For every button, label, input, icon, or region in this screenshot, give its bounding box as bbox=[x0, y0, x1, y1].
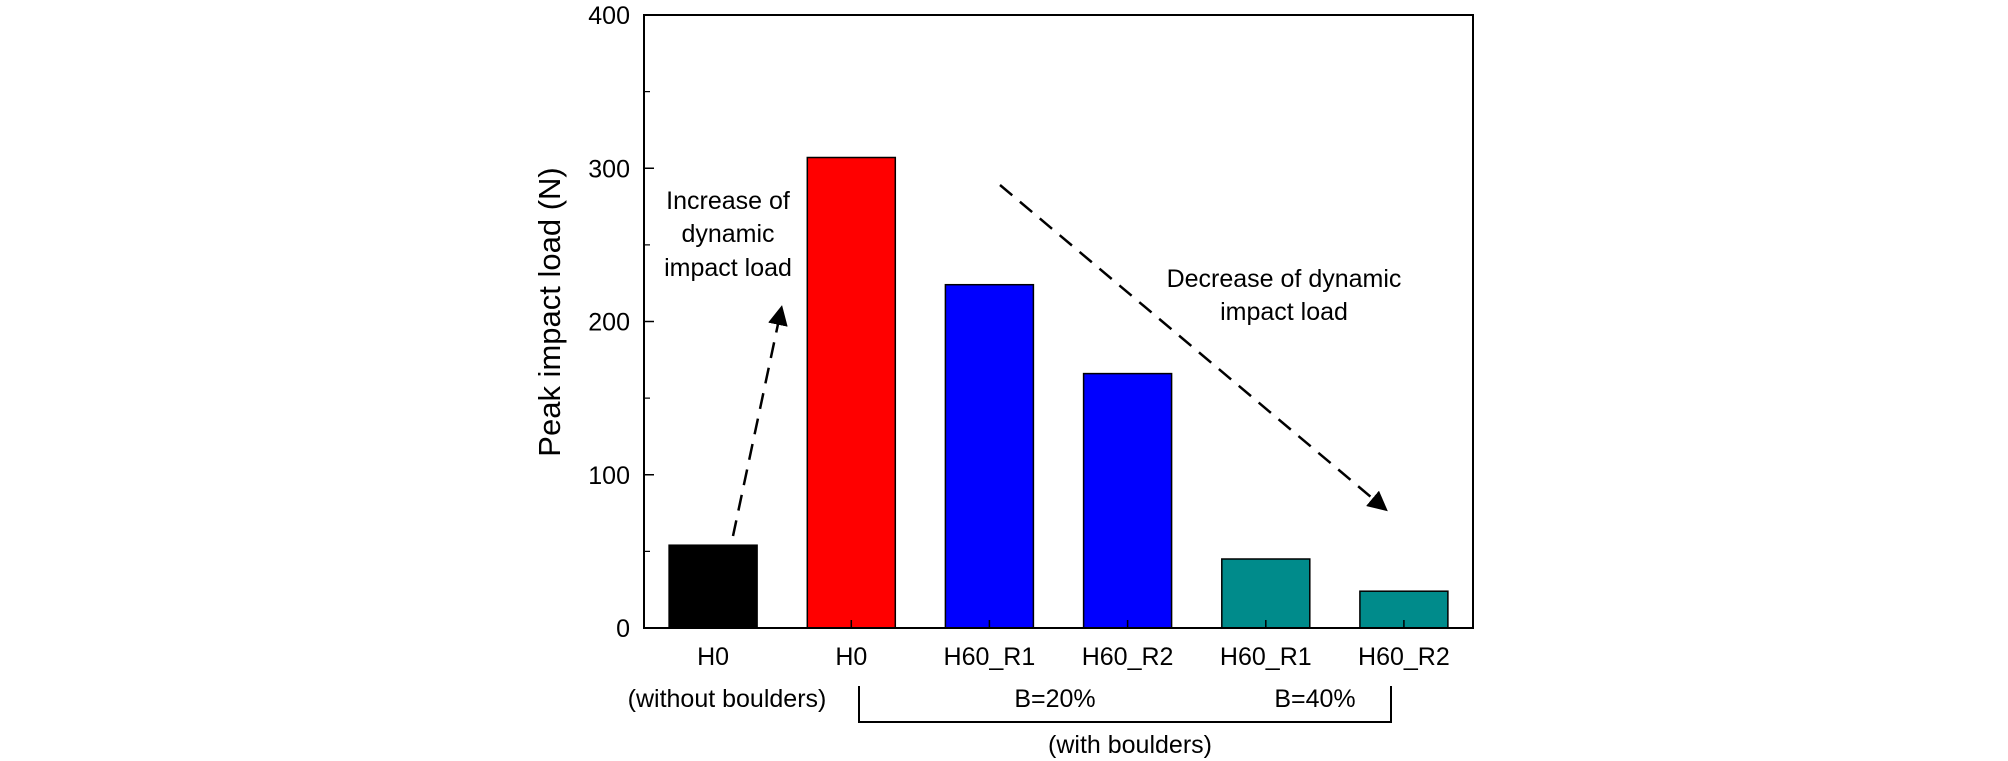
bar-2 bbox=[806, 156, 897, 629]
increase-annotation-line-1: Increase of bbox=[666, 187, 790, 215]
x-tick-label: H0 bbox=[697, 643, 729, 671]
increase-arrow bbox=[731, 305, 788, 537]
group-label-b40: B=40% bbox=[1274, 685, 1355, 713]
y-tick-label: 100 bbox=[588, 462, 630, 490]
y-tick-label: 400 bbox=[588, 2, 630, 30]
group-label-b20: B=20% bbox=[1014, 685, 1095, 713]
decrease-arrow bbox=[999, 184, 1388, 512]
axes: H0 H0 H60_R1 H60_R2 H60_R1 H60_R2 0 100 200 300 40… bbox=[588, 2, 1474, 671]
group-label-with-boulders: (with boulders) bbox=[1048, 731, 1212, 759]
y-axis-label: Peak impact load (N) bbox=[532, 167, 567, 456]
increase-annotation: Increase of dynamic impact load bbox=[664, 187, 792, 537]
decrease-annotation-line-1: Decrease of dynamic bbox=[1167, 265, 1402, 293]
plot-frame bbox=[643, 14, 1474, 629]
y-tick-label: 300 bbox=[588, 155, 630, 183]
x-tick-label: H0 bbox=[835, 643, 867, 671]
decrease-annotation: Decrease of dynamic impact load bbox=[999, 184, 1402, 512]
x-tick-label: H60_R1 bbox=[1220, 643, 1312, 671]
bar-4 bbox=[1082, 372, 1173, 629]
bar-1 bbox=[668, 544, 758, 629]
x-tick-label: H60_R1 bbox=[944, 643, 1036, 671]
bar-3 bbox=[944, 283, 1035, 629]
increase-annotation-line-3: impact load bbox=[664, 254, 792, 282]
x-tick-label: H60_R2 bbox=[1358, 643, 1450, 671]
group-label-without-boulders: (without boulders) bbox=[628, 685, 827, 713]
increase-annotation-line-2: dynamic bbox=[681, 220, 774, 248]
bars bbox=[668, 156, 1449, 629]
x-tick-label: H60_R2 bbox=[1082, 643, 1174, 671]
decrease-annotation-line-2: impact load bbox=[1220, 298, 1348, 326]
y-tick-label: 200 bbox=[588, 309, 630, 337]
bar-5 bbox=[1221, 558, 1311, 629]
with-boulders-bracket bbox=[858, 686, 1392, 723]
y-tick-label: 0 bbox=[616, 615, 630, 643]
